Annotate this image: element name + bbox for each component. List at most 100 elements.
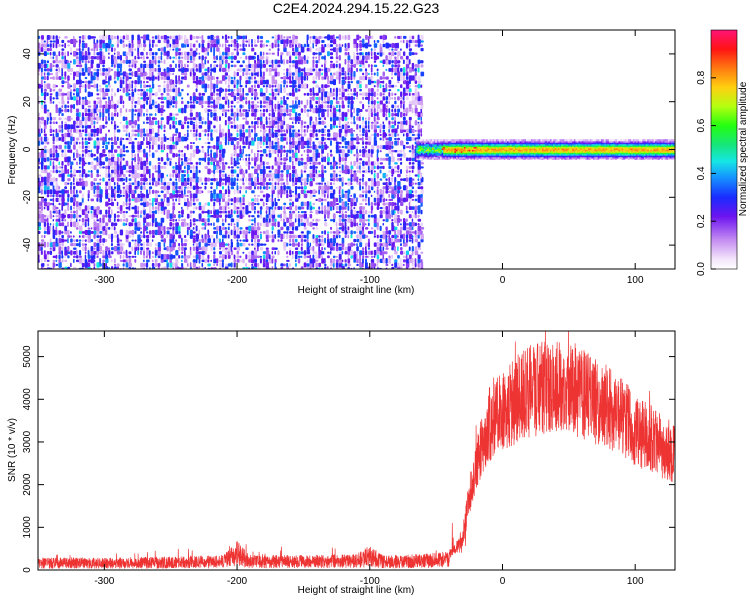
spectrogram-cell <box>157 266 160 269</box>
spectrogram-cell <box>96 148 99 154</box>
spectrogram-cell <box>137 221 141 228</box>
spectrogram-cell <box>376 109 379 112</box>
spectrogram-cell <box>119 152 123 158</box>
spectrogram-cell <box>224 109 228 112</box>
spectrogram-cell <box>87 55 91 60</box>
spectrogram-cell <box>210 71 212 77</box>
spectrogram-cell <box>292 99 295 105</box>
spectrogram-cell <box>201 55 204 61</box>
spectrogram-cell <box>382 52 385 56</box>
spectrogram-cell <box>172 141 175 145</box>
spectrogram-cell <box>219 144 223 150</box>
spectrogram-cell <box>265 221 269 227</box>
spectrogram-cell <box>178 59 182 64</box>
spectrogram-cell <box>201 129 205 132</box>
spectrogram-cell <box>324 121 326 125</box>
spectrogram-cell <box>251 243 254 246</box>
spectrogram-cell <box>242 96 245 101</box>
spectrogram-cell <box>344 259 347 263</box>
spectrogram-cell <box>189 246 192 251</box>
spectrogram-cell <box>294 79 297 85</box>
spectrogram-cell <box>61 100 65 105</box>
spectrogram-cell <box>294 259 297 263</box>
spectrogram-cell <box>99 217 102 223</box>
spectrogram-cell <box>67 129 70 133</box>
spectrogram-cell <box>125 44 128 47</box>
spectrogram-cell <box>370 104 374 109</box>
spectrogram-cell <box>64 123 68 130</box>
spectrogram-cell <box>166 227 171 230</box>
spectrogram-cell <box>119 210 123 215</box>
spectrogram-cell <box>181 63 183 69</box>
spectrogram-cell <box>192 80 197 84</box>
spectrogram-cell <box>201 72 206 76</box>
spectrogram-cell <box>303 185 307 190</box>
spectrogram-cell <box>207 161 210 166</box>
spectrogram-cell <box>350 214 354 219</box>
spectrogram-cell <box>245 169 248 174</box>
spectrogram-cell <box>81 153 84 157</box>
spectrogram-cell <box>67 44 70 47</box>
spectrogram-cell <box>385 144 389 150</box>
spectrogram-cell <box>131 198 135 201</box>
spectrogram-cell <box>224 266 229 269</box>
spectrogram-cell <box>251 202 255 206</box>
spectrogram-cell <box>213 177 216 182</box>
spectrogram-cell <box>259 174 263 177</box>
spectrogram-cell <box>353 115 356 122</box>
spectrogram-cell <box>119 205 123 211</box>
spectrogram-cell <box>81 84 85 88</box>
spectrogram-cell <box>210 101 214 104</box>
spectrogram-cell <box>181 246 184 251</box>
spectrogram-cell <box>216 209 220 215</box>
spectrogram-cell <box>332 231 336 234</box>
spectrogram-cell <box>40 99 44 105</box>
spectrogram-cell <box>344 221 347 227</box>
spectrogram-cell <box>280 148 283 154</box>
spectrogram-cell <box>379 210 383 215</box>
spectrogram-cell <box>321 144 324 150</box>
spectrogram-cell <box>52 219 55 222</box>
spectrogram-cell <box>221 178 226 181</box>
spectrogram-cell <box>329 48 334 51</box>
spectrogram-cell <box>213 222 215 227</box>
spectrogram-cell <box>58 60 62 64</box>
spectrogram-cell <box>38 221 41 227</box>
spectrogram-cell <box>335 60 339 64</box>
spectrogram-cell <box>347 42 350 49</box>
spectrogram-cell <box>192 72 196 76</box>
spectrogram-cell <box>213 43 217 48</box>
spectrogram-cell <box>327 238 330 243</box>
spectrogram-cell <box>271 59 274 64</box>
spectrogram-cell <box>78 173 83 178</box>
spectrogram-cell <box>277 137 280 140</box>
spectrogram-cell <box>192 210 195 214</box>
spectrogram-cell <box>81 231 86 234</box>
spectrogram-cell <box>224 34 228 41</box>
spectrogram-cell <box>183 121 187 125</box>
spectrogram-cell <box>321 148 325 154</box>
spectrogram-cell <box>277 153 280 158</box>
spectrogram-cell <box>262 76 265 80</box>
spectrogram-cell <box>207 116 209 122</box>
spectrogram-cell <box>148 250 151 256</box>
spectrogram-cell <box>227 62 230 69</box>
spectrogram-cell <box>216 76 219 80</box>
spectrogram-cell <box>108 206 111 210</box>
spectrogram-cell <box>186 258 189 264</box>
spectrogram-cell <box>52 51 56 56</box>
spectrogram-cell <box>224 189 228 195</box>
spectrogram-cell <box>324 76 327 80</box>
spectrogram-cell <box>160 190 164 194</box>
spectrogram-cell <box>233 210 236 215</box>
spectrogram-cell <box>198 112 201 118</box>
spectrogram-cell <box>178 225 181 232</box>
spectrogram-cell <box>125 72 128 76</box>
spectrogram-cell <box>108 178 111 181</box>
spectrogram-cell <box>239 44 242 47</box>
spectrogram-cell <box>102 161 105 166</box>
spectrogram-cell <box>329 153 333 157</box>
spectrogram-cell <box>303 170 307 173</box>
spectrogram-cell <box>256 84 260 89</box>
spectrogram-cell <box>178 230 181 235</box>
